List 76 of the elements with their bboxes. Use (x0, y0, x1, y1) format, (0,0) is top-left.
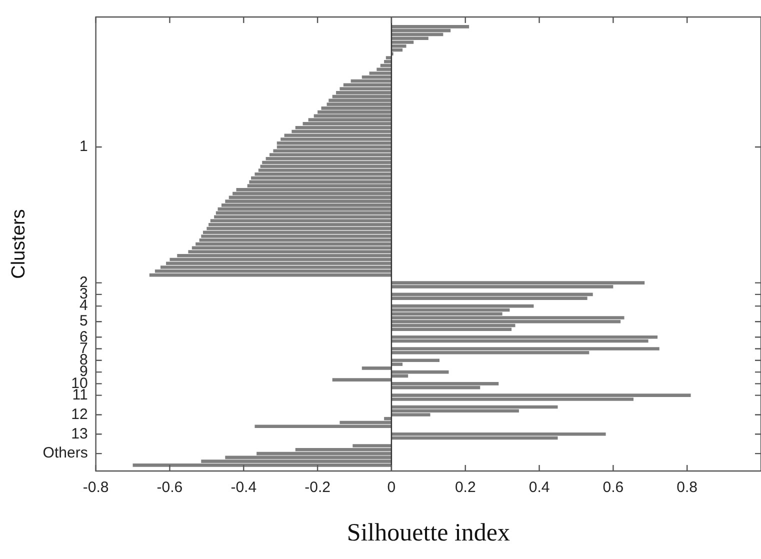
bar (206, 226, 392, 230)
bar (328, 98, 392, 102)
bar (284, 134, 392, 137)
bar (391, 347, 660, 350)
bar (254, 424, 392, 428)
bar (251, 176, 392, 180)
bar (228, 196, 392, 200)
bar (170, 258, 392, 262)
bar (266, 156, 392, 160)
x-tick-label: 0.8 (676, 479, 698, 496)
bar (391, 394, 691, 397)
bar (391, 292, 593, 296)
x-tick-label: -0.4 (230, 479, 257, 496)
bar (202, 230, 392, 234)
bar (386, 56, 392, 60)
bar (270, 153, 392, 156)
bar (332, 94, 392, 98)
bar (362, 366, 392, 370)
x-tick-label: 0 (387, 479, 396, 496)
y-tick-label: 5 (79, 312, 88, 330)
y-tick-label: 1 (79, 138, 88, 156)
bar (336, 91, 392, 94)
bar (391, 370, 449, 374)
bar (340, 87, 392, 90)
bar (214, 215, 392, 218)
bar (391, 316, 624, 320)
x-tick-label: -0.2 (304, 479, 330, 496)
bar (321, 106, 392, 110)
bar (391, 432, 606, 436)
bar (332, 378, 392, 382)
bar (318, 110, 392, 114)
x-tick-label: 0.6 (602, 479, 624, 496)
y-tick-label: 12 (71, 406, 88, 423)
bar (221, 204, 392, 207)
bar (210, 219, 392, 222)
bar (273, 149, 392, 153)
bar (218, 207, 392, 211)
bar (249, 180, 392, 184)
bar (391, 405, 558, 409)
bar (196, 242, 392, 246)
bar (391, 25, 470, 28)
bar (280, 138, 392, 141)
bar (384, 60, 392, 64)
bar (192, 246, 392, 250)
bar (295, 126, 392, 130)
x-tick-label: 0.4 (528, 479, 550, 496)
bar (276, 141, 392, 145)
bar (391, 281, 645, 284)
bar (236, 188, 392, 192)
bar (254, 172, 392, 176)
bar (276, 145, 392, 149)
x-tick-label: -0.8 (82, 479, 109, 496)
bar (132, 464, 392, 467)
bar (391, 304, 534, 308)
x-tick-label: 0.2 (454, 479, 476, 496)
bar (225, 200, 392, 203)
bar (343, 83, 392, 87)
bar (208, 222, 392, 226)
x-axis-title: Silhouette index (346, 520, 510, 547)
bar (262, 160, 392, 164)
bar (391, 382, 499, 386)
bar (391, 320, 621, 324)
bar (258, 168, 392, 172)
bar (232, 192, 392, 196)
bar (391, 335, 658, 339)
bar (391, 358, 440, 362)
bar (391, 328, 512, 332)
y-tick-label: 13 (71, 425, 88, 442)
bar (216, 211, 392, 215)
y-tick-label: Others (42, 444, 88, 462)
bar (201, 234, 392, 238)
y-axis-title: Clusters (8, 209, 30, 279)
x-tick-label: -0.6 (156, 479, 183, 496)
bar (149, 273, 392, 277)
bar (199, 238, 392, 242)
bar (260, 164, 392, 168)
